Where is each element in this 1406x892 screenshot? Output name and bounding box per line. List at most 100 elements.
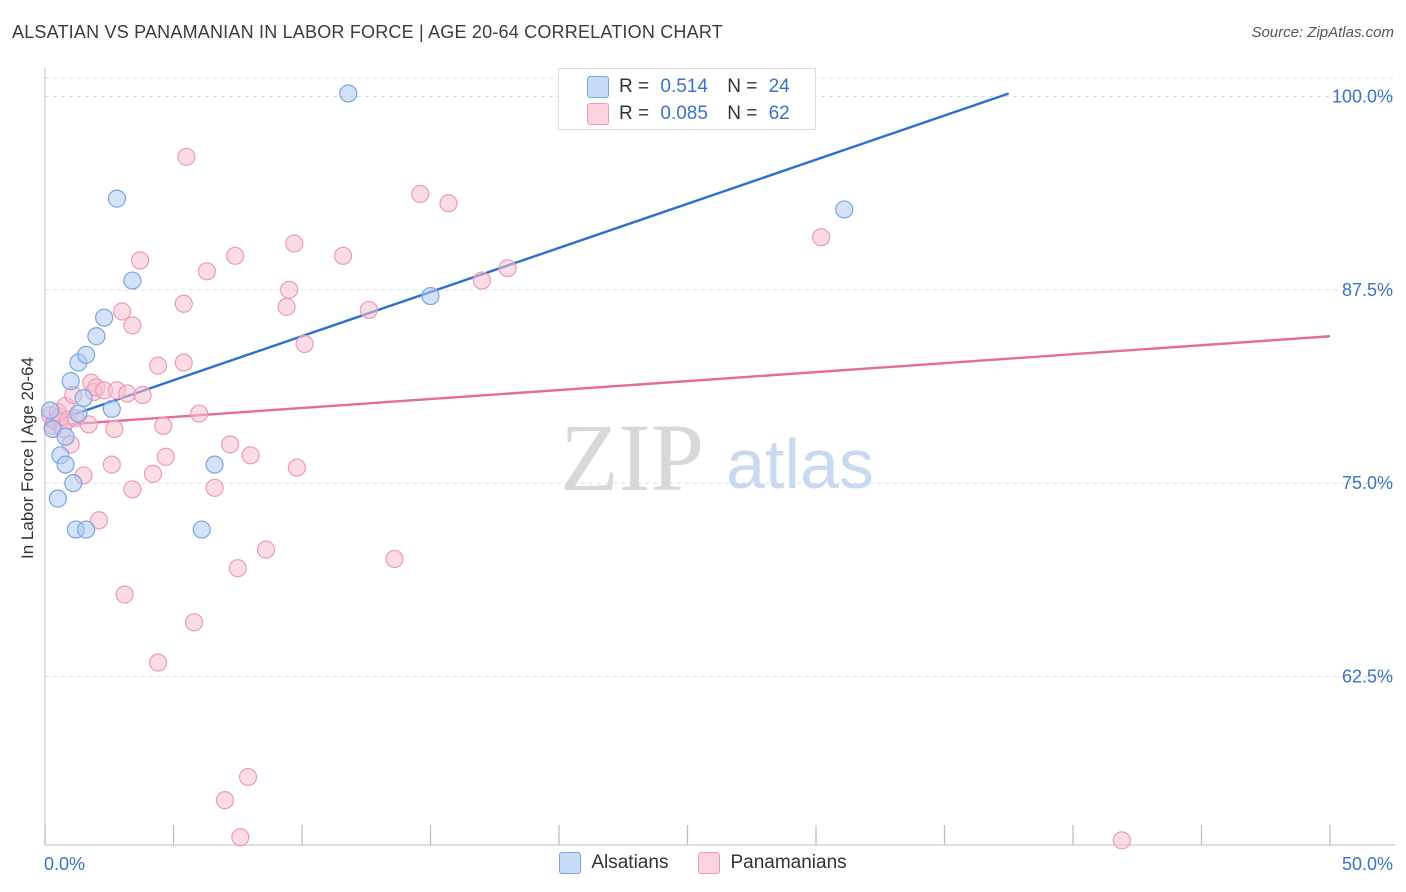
panamanians-point [439, 194, 458, 213]
panamanians-point [280, 280, 299, 299]
watermark: ZIP atlas [560, 404, 874, 511]
panamanians-point [226, 246, 245, 265]
alsatians-point [205, 455, 224, 474]
panamanians-point [238, 767, 258, 787]
panamanians-point [359, 300, 378, 320]
alsatians-point [48, 489, 67, 508]
panamanians-point [89, 511, 109, 530]
panamanians-point [1112, 831, 1131, 850]
panamanians-point [215, 791, 234, 810]
alsatians-point [61, 371, 80, 391]
panamanians-legend-swatch [698, 852, 721, 874]
panamanians-point [115, 585, 134, 604]
y-tick-label: 100.0% [1332, 87, 1393, 107]
chart-title: ALSATIAN VS PANAMANIAN IN LABOR FORCE | … [12, 22, 723, 42]
alsatians-point [421, 286, 440, 306]
axes [44, 68, 1395, 846]
alsatians-point [339, 84, 358, 103]
alsatians-point [192, 520, 211, 539]
r-label: R = [619, 76, 650, 97]
x-tick-label-min: 0.0% [44, 854, 85, 874]
panamanians-point [812, 228, 831, 247]
panamanians-point [123, 316, 142, 335]
panamanians-r-value: 0.085 [660, 103, 708, 124]
panamanians-point [472, 271, 491, 290]
panamanians-point [177, 147, 196, 166]
alsatians-r-value: 0.514 [660, 76, 708, 97]
alsatians-point [41, 401, 60, 420]
legend-label-panamanians: Panamanians [730, 852, 847, 873]
alsatians-point [87, 327, 106, 346]
stats-legend: R = 0.514 N = 24 R = 0.085 N = 62 [558, 68, 816, 130]
alsatians-n-value: 24 [768, 76, 790, 97]
legend-item-alsatians[interactable]: Alsatians [559, 852, 668, 874]
watermark-zip: ZIP [560, 404, 704, 511]
gridlines [45, 77, 1395, 677]
alsatians-trend-line [44, 92, 1010, 426]
panamanians-n-value: 62 [768, 103, 790, 124]
panamanians-point [334, 246, 353, 265]
panamanians-point [220, 435, 240, 454]
alsatians-point [835, 200, 854, 219]
y-axis-label: In Labor Force | Age 20-64 [18, 357, 37, 559]
panamanians-point [154, 416, 173, 436]
data-points [41, 84, 1131, 850]
panamanians-swatch [587, 103, 609, 125]
panamanians-point [190, 404, 209, 423]
y-tick-label: 75.0% [1342, 473, 1393, 493]
trend-lines [44, 92, 1331, 428]
panamanians-point [143, 464, 163, 483]
y-tick-label: 62.5% [1342, 666, 1393, 686]
alsatians-point [77, 520, 96, 539]
panamanians-point [241, 446, 260, 465]
panamanians-point [105, 419, 124, 439]
panamanians-point [228, 559, 247, 578]
alsatians-point [102, 399, 121, 419]
watermark-atlas: atlas [726, 425, 874, 503]
panamanians-point [277, 297, 296, 316]
legend-item-panamanians[interactable]: Panamanians [698, 852, 847, 874]
panamanians-point [174, 353, 193, 372]
panamanians-point [285, 234, 304, 253]
panamanians-point [498, 259, 517, 278]
x-tick-label-max: 50.0% [1342, 854, 1393, 874]
panamanians-point [123, 480, 142, 499]
alsatians-point [95, 308, 114, 327]
tick-labels: 62.5% 75.0% 87.5% 100.0% 0.0% 50.0% [44, 87, 1393, 874]
panamanians-point [102, 455, 121, 474]
panamanians-point [133, 385, 152, 405]
panamanians-point [130, 251, 150, 270]
alsatians-legend-swatch [559, 852, 582, 874]
panamanians-point [118, 384, 137, 403]
alsatians-swatch [587, 76, 609, 98]
y-tick-label: 87.5% [1342, 280, 1393, 300]
alsatians-point [107, 189, 127, 208]
panamanians-trend-line [44, 335, 1331, 428]
panamanians-point [231, 828, 250, 847]
panamanians-point [156, 447, 175, 466]
source-credit: Source: ZipAtlas.com [1251, 24, 1394, 41]
panamanians-point [174, 294, 193, 313]
series-legend: Alsatians Panamanians [0, 852, 1406, 874]
legend-label-alsatians: Alsatians [591, 852, 669, 873]
alsatians-point [56, 455, 75, 474]
panamanians-point [112, 302, 132, 321]
alsatians-point [123, 271, 142, 290]
panamanians-point [287, 458, 306, 477]
panamanians-point [295, 334, 314, 354]
alsatians-point [64, 474, 83, 493]
panamanians-point [256, 540, 276, 559]
panamanians-point [148, 356, 168, 375]
panamanians-point [197, 262, 217, 281]
alsatians-point [74, 388, 93, 408]
panamanians-point [411, 184, 430, 204]
panamanians-point [148, 653, 168, 672]
r-label: R = [619, 103, 650, 124]
n-label: N = [727, 103, 758, 124]
n-label: N = [727, 76, 758, 97]
alsatians-point [56, 427, 75, 446]
panamanians-point [205, 478, 224, 497]
alsatians-point [77, 345, 96, 364]
panamanians-point [385, 549, 404, 569]
